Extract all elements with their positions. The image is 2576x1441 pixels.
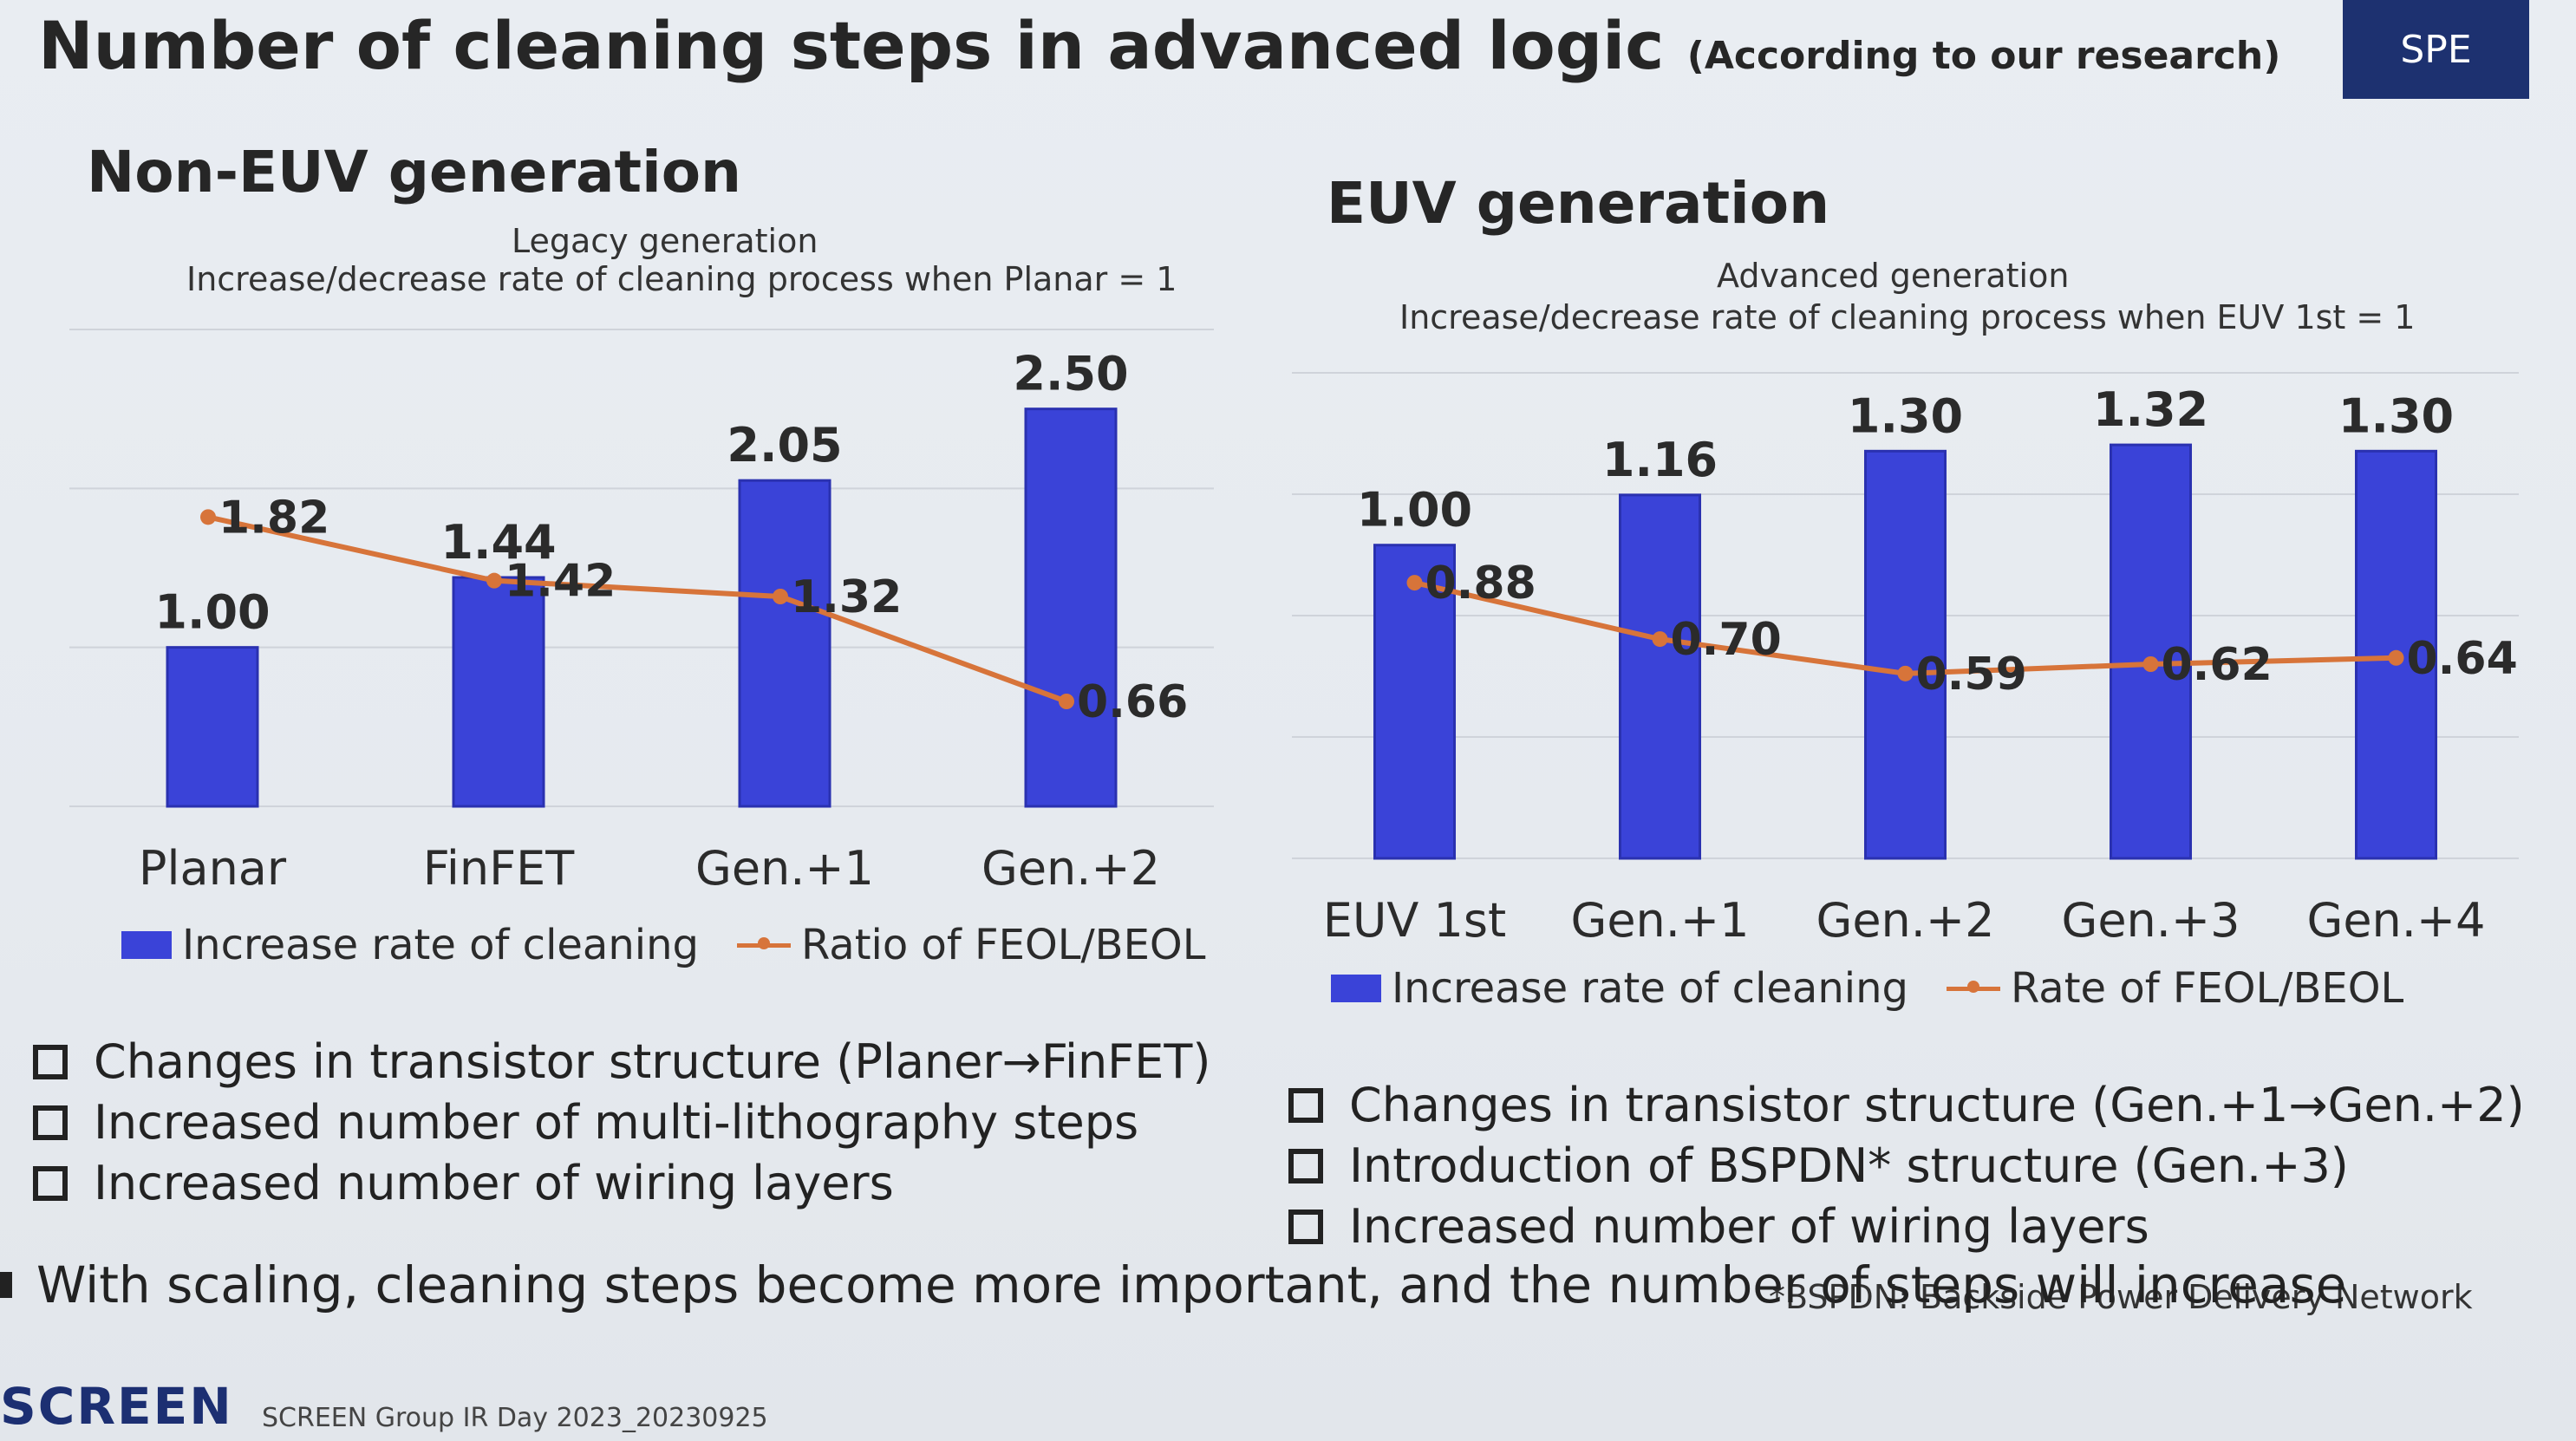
legend-bar-swatch <box>1331 975 1381 1002</box>
bar-value-label: 1.32 <box>2093 382 2208 437</box>
bullet-square-icon <box>0 1272 12 1298</box>
bullet-item: Introduction of BSPDN* structure (Gen.+3… <box>1288 1136 2525 1196</box>
ratio-point <box>2388 649 2404 666</box>
bar-value-label: 1.16 <box>1602 433 1718 487</box>
bar-value-label: 1.44 <box>440 515 556 570</box>
bar-value-label: 1.30 <box>2338 388 2454 443</box>
ratio-value-label: 0.59 <box>1916 649 2027 701</box>
bullet-item: Increased number of wiring layers <box>33 1153 1210 1214</box>
ratio-value-label: 0.88 <box>1425 557 1536 610</box>
ratio-line <box>207 514 1068 704</box>
title-note: (According to our research) <box>1686 34 2281 78</box>
category-label: FinFET <box>423 841 576 896</box>
bullet-item: Increased number of wiring layers <box>1288 1196 2525 1257</box>
left-chart-subtitle2: Increase/decrease rate of cleaning proce… <box>186 260 1177 298</box>
bar-value-label: 2.05 <box>727 418 842 473</box>
checkbox-icon <box>1288 1149 1323 1183</box>
bar <box>1024 408 1118 808</box>
checkbox-icon <box>1288 1210 1323 1244</box>
category-label: Planar <box>139 841 287 896</box>
category-label: Gen.+1 <box>695 841 874 896</box>
legend-line-swatch <box>737 931 791 959</box>
left-panel-title: Non-EUV generation <box>87 139 742 205</box>
bar-value-label: 1.00 <box>1357 483 1472 538</box>
bar-value-label: 1.30 <box>1848 388 1963 443</box>
title-text: Number of cleaning steps in advanced log… <box>38 7 1665 84</box>
ratio-value-label: 0.64 <box>2407 633 2518 685</box>
ratio-value-label: 1.82 <box>218 492 329 544</box>
category-label: EUV 1st <box>1323 893 1506 948</box>
ratio-value-label: 0.70 <box>1671 614 1782 666</box>
spe-badge: SPE <box>2343 0 2529 99</box>
bullet-text: Increased number of wiring layers <box>94 1156 894 1210</box>
category-label: Gen.+3 <box>2061 893 2240 948</box>
right-chart-subtitle2: Increase/decrease rate of cleaning proce… <box>1399 298 2416 336</box>
bar <box>2110 443 2192 860</box>
category-label: Gen.+1 <box>1570 893 1749 948</box>
right-chart-subtitle1: Advanced generation <box>1717 257 2070 295</box>
conclusion: With scaling, cleaning steps become more… <box>0 1255 2346 1314</box>
checkbox-icon <box>33 1105 68 1140</box>
bullet-item: Increased number of multi-lithography st… <box>33 1092 1210 1153</box>
footer-event: SCREEN Group IR Day 2023_20230925 <box>262 1403 768 1433</box>
ratio-point <box>2142 656 2159 672</box>
ratio-point <box>1897 665 1914 681</box>
bullet-item: Changes in transistor structure (Planer→… <box>33 1032 1210 1092</box>
ratio-value-label: 0.62 <box>2162 639 2273 691</box>
left-legend-line-label: Ratio of FEOL/BEOL <box>801 921 1206 969</box>
bar-value-label: 2.50 <box>1013 347 1128 401</box>
bullet-text: Increased number of multi-lithography st… <box>94 1095 1139 1150</box>
bar <box>166 646 259 808</box>
right-legend-bar-label: Increase rate of cleaning <box>1392 964 1908 1013</box>
right-bullets: Changes in transistor structure (Gen.+1→… <box>1288 1075 2525 1257</box>
left-chart-subtitle1: Legacy generation <box>512 222 818 260</box>
ratio-value-label: 1.42 <box>505 556 616 608</box>
legend-line-swatch <box>1947 975 2000 1002</box>
ratio-point <box>773 589 788 604</box>
bar-value-label: 1.00 <box>154 585 270 640</box>
ratio-point <box>1406 575 1423 591</box>
bullet-text: Changes in transistor structure (Planer→… <box>94 1034 1211 1089</box>
checkbox-icon <box>33 1166 68 1201</box>
conclusion-text: With scaling, cleaning steps become more… <box>36 1255 2347 1314</box>
ratio-value-label: 1.32 <box>791 571 902 623</box>
ratio-value-label: 0.66 <box>1077 676 1188 728</box>
left-legend-bar-label: Increase rate of cleaning <box>182 921 699 969</box>
bullet-text: Changes in transistor structure (Gen.+1→… <box>1349 1078 2525 1132</box>
ratio-point <box>486 572 502 589</box>
ratio-point <box>1059 694 1074 709</box>
right-legend: Increase rate of cleaning Rate of FEOL/B… <box>1331 964 2403 1013</box>
checkbox-icon <box>1288 1088 1323 1123</box>
bar <box>1619 493 1701 860</box>
ratio-point <box>1652 631 1668 648</box>
category-label: Gen.+4 <box>2306 893 2485 948</box>
category-label: Gen.+2 <box>981 841 1160 896</box>
right-panel-title: EUV generation <box>1327 170 1830 237</box>
checkbox-icon <box>33 1045 68 1079</box>
bar <box>452 576 545 808</box>
ratio-point <box>200 509 216 525</box>
bar <box>738 479 831 808</box>
category-label: Gen.+2 <box>1816 893 1994 948</box>
bar <box>1373 544 1456 860</box>
bullet-text: Increased number of wiring layers <box>1349 1199 2149 1254</box>
right-legend-line-label: Rate of FEOL/BEOL <box>2011 964 2404 1013</box>
bullet-item: Changes in transistor structure (Gen.+1→… <box>1288 1075 2525 1136</box>
legend-bar-swatch <box>121 931 172 959</box>
footnote: *BSPDN: Backside Power Delivery Network <box>1769 1278 2473 1316</box>
left-legend: Increase rate of cleaning Ratio of FEOL/… <box>121 921 1205 969</box>
screen-logo: SCREEN <box>0 1377 233 1436</box>
bullet-text: Introduction of BSPDN* structure (Gen.+3… <box>1349 1138 2349 1193</box>
left-bullets: Changes in transistor structure (Planer→… <box>33 1032 1210 1214</box>
bar <box>1864 449 1947 860</box>
page-title: Number of cleaning steps in advanced log… <box>38 7 2280 84</box>
